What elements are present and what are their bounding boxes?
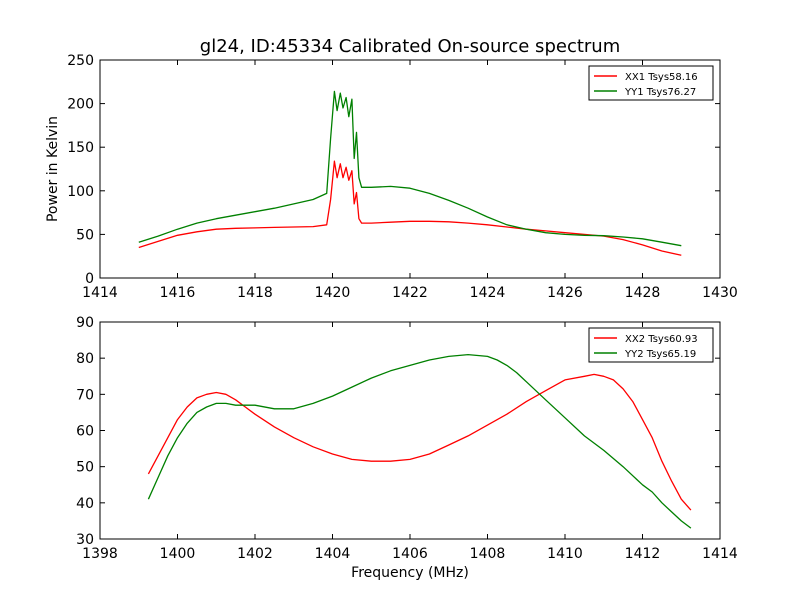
top-y-tick-label: 150 xyxy=(67,140,94,156)
bottom-series-line-2 xyxy=(147,353,692,529)
top-legend xyxy=(588,65,714,101)
bottom-x-tick-label: 1398 xyxy=(82,546,118,562)
bottom-x-tick-label: 1406 xyxy=(392,546,428,562)
bottom-x-tick-label: 1408 xyxy=(470,546,506,562)
top-x-tick-label: 1422 xyxy=(392,285,428,301)
top-x-tick-label: 1426 xyxy=(547,285,583,301)
top-y-tick-label: 100 xyxy=(67,184,94,200)
top-legend-label: YY1 Tsys76.27 xyxy=(624,87,696,98)
top-y-tick-label: 250 xyxy=(67,53,94,69)
top-y-tick-label: 0 xyxy=(85,271,94,287)
bottom-x-tick-label: 1400 xyxy=(160,546,196,562)
bottom-legend-label: YY2 Tsys65.19 xyxy=(624,349,696,360)
bottom-y-tick-label: 40 xyxy=(76,496,94,512)
top-y-tick-label: 200 xyxy=(67,97,94,113)
bottom-y-tick-label: 90 xyxy=(76,315,94,331)
top-x-tick-label: 1430 xyxy=(702,285,738,301)
top-series-line-2 xyxy=(138,90,682,247)
bottom-y-tick-label: 80 xyxy=(76,351,94,367)
bottom-legend xyxy=(588,327,714,363)
top-y-tick-label: 50 xyxy=(76,227,94,243)
top-x-tick-label: 1420 xyxy=(315,285,351,301)
top-x-tick-label: 1414 xyxy=(82,285,118,301)
top-series-line-1 xyxy=(138,160,682,256)
top-legend-label: XX1 Tsys58.16 xyxy=(625,72,698,83)
top-x-tick-label: 1424 xyxy=(470,285,506,301)
bottom-y-tick-label: 30 xyxy=(76,532,94,548)
bottom-x-tick-label: 1402 xyxy=(237,546,273,562)
bottom-y-tick-label: 50 xyxy=(76,460,94,476)
bottom-y-tick-label: 60 xyxy=(76,424,94,440)
top-x-tick-label: 1428 xyxy=(625,285,661,301)
x-axis-label: Frequency (MHz) xyxy=(351,565,469,581)
y-axis-label: Power in Kelvin xyxy=(45,116,61,222)
top-panel: 1414 1416 1418 1420 1422 1424 1426 1428 1430 0 50 1… xyxy=(67,53,738,301)
top-x-tick-label: 1418 xyxy=(237,285,273,301)
chart-title: gl24, ID:45334 Calibrated On-source spec… xyxy=(200,36,620,57)
bottom-legend-label: XX2 Tsys60.93 xyxy=(625,334,698,345)
bottom-series-line-1 xyxy=(147,373,692,511)
bottom-x-tick-label: 1410 xyxy=(547,546,583,562)
bottom-x-tick-label: 1412 xyxy=(625,546,661,562)
bottom-y-tick-label: 70 xyxy=(76,387,94,403)
bottom-panel: 1398 1400 1402 1404 1406 1408 1410 1412 1414 30 40… xyxy=(76,315,738,562)
bottom-x-tick-label: 1404 xyxy=(315,546,351,562)
bottom-x-tick-label: 1414 xyxy=(702,546,738,562)
top-x-tick-label: 1416 xyxy=(160,285,196,301)
